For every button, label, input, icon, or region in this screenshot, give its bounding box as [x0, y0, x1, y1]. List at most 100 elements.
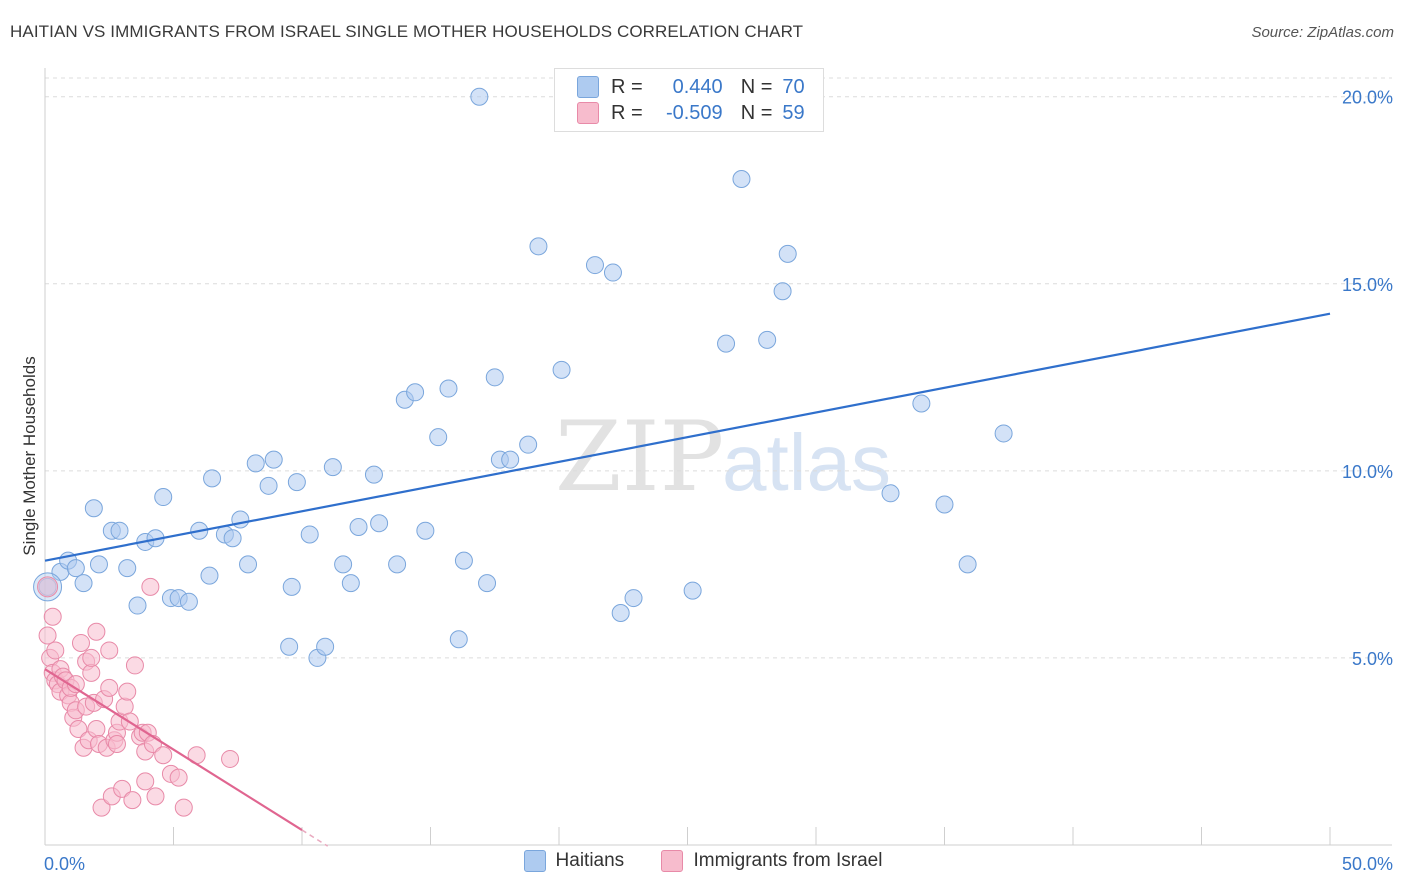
- x-tick-label-end: 50.0%: [1342, 854, 1393, 874]
- israel-point: [169, 768, 188, 787]
- haitians-point: [280, 637, 299, 656]
- israel-point: [123, 791, 142, 810]
- israel-point: [100, 641, 119, 660]
- israel-point: [71, 633, 90, 652]
- israel-point: [43, 607, 62, 626]
- haitians-point: [478, 574, 497, 593]
- y-tick-label: 20.0%: [1342, 88, 1393, 108]
- haitians-point: [449, 630, 468, 649]
- watermark-atlas: atlas: [722, 418, 891, 507]
- n-value: 59: [782, 101, 805, 124]
- haitians-point: [84, 499, 103, 518]
- haitians-point: [349, 517, 368, 536]
- haitians-point: [179, 592, 198, 611]
- israel-point: [118, 682, 137, 701]
- stats-row-israel: R = -0.509 N = 59: [577, 100, 805, 126]
- haitians-point: [501, 450, 520, 469]
- r-label: R =: [611, 101, 643, 124]
- haitians-point: [611, 604, 630, 623]
- haitians-point: [470, 87, 489, 106]
- tick-labels: 5.0% 10.0% 15.0% 20.0% 0.0% 50.0%: [44, 88, 1393, 874]
- israel-point: [125, 656, 144, 675]
- legend-swatch-israel: [661, 850, 684, 872]
- r-value: 0.440: [672, 75, 723, 98]
- haitians-point: [323, 458, 342, 477]
- haitians-point: [485, 368, 504, 387]
- haitians-point: [717, 334, 736, 353]
- haitians-point: [624, 589, 643, 608]
- data-points: [33, 87, 1013, 817]
- haitians-point: [203, 469, 222, 488]
- haitians-point: [287, 473, 306, 492]
- israel-point: [92, 798, 111, 817]
- israel-point: [141, 577, 160, 596]
- haitians-point: [341, 574, 360, 593]
- haitians-point: [439, 379, 458, 398]
- haitians-point: [246, 454, 265, 473]
- israel-point: [154, 746, 173, 765]
- haitians-point: [388, 555, 407, 574]
- haitians-point: [74, 574, 93, 593]
- axes: [44, 68, 1392, 846]
- haitians-point: [603, 263, 622, 282]
- haitians-point: [282, 577, 301, 596]
- israel-point: [146, 787, 165, 806]
- haitians-point: [154, 488, 173, 507]
- haitians-point: [958, 555, 977, 574]
- haitians-point: [732, 170, 751, 189]
- haitians-point: [66, 559, 85, 578]
- israel-point: [82, 648, 101, 667]
- israel-point: [87, 720, 106, 739]
- n-value: 70: [782, 75, 805, 98]
- haitians-point: [454, 551, 473, 570]
- israel-point: [174, 798, 193, 817]
- haitians-point: [223, 529, 242, 548]
- trend-lines: [44, 312, 1331, 847]
- y-tick-label: 15.0%: [1342, 275, 1393, 295]
- haitians-point: [429, 428, 448, 447]
- haitians-point: [259, 476, 278, 495]
- chart-title: HAITIAN VS IMMIGRANTS FROM ISRAEL SINGLE…: [10, 22, 804, 41]
- haitians-point: [881, 484, 900, 503]
- israel-point: [87, 622, 106, 641]
- haitians-point: [128, 596, 147, 615]
- israel-point: [100, 678, 119, 697]
- bottom-legend: Haitians Immigrants from Israel: [0, 850, 1406, 878]
- haitians-point: [231, 510, 250, 529]
- haitians-point: [994, 424, 1013, 443]
- haitians-trend-line: [44, 312, 1331, 562]
- legend-item-haitians[interactable]: Haitians: [523, 850, 625, 872]
- israel-point: [221, 749, 240, 768]
- israel-point: [115, 697, 134, 716]
- israel-trend-extension: [301, 829, 329, 847]
- haitians-swatch: [577, 76, 599, 98]
- r-value: -0.509: [665, 101, 723, 124]
- haitians-point: [935, 495, 954, 514]
- haitians-point: [370, 514, 389, 533]
- legend-label-israel: Immigrants from Israel: [693, 850, 883, 871]
- n-label: N =: [740, 75, 773, 98]
- haitians-point: [912, 394, 931, 413]
- israel-point: [46, 641, 65, 660]
- haitians-point: [778, 244, 797, 263]
- haitians-point: [416, 521, 435, 540]
- haitians-point: [683, 581, 702, 600]
- watermark: ZIP atlas: [555, 401, 891, 513]
- stats-legend: R = 0.440 N = 70 R = -0.509 N = 59: [554, 68, 824, 132]
- israel-point: [82, 663, 101, 682]
- haitians-point: [38, 577, 57, 596]
- legend-item-israel[interactable]: Immigrants from Israel: [661, 850, 882, 872]
- legend-label-haitians: Haitians: [555, 850, 625, 871]
- x-tick-label-start: 0.0%: [44, 854, 85, 874]
- haitians-point: [406, 383, 425, 402]
- israel-swatch: [577, 102, 599, 124]
- israel-trend-line: [44, 668, 303, 831]
- haitians-point: [758, 330, 777, 349]
- israel-point-large: [37, 576, 59, 598]
- haitians-point: [316, 637, 335, 656]
- israel-point: [113, 779, 132, 798]
- n-label: N =: [740, 101, 773, 124]
- haitians-point: [552, 360, 571, 379]
- haitians-point: [110, 521, 129, 540]
